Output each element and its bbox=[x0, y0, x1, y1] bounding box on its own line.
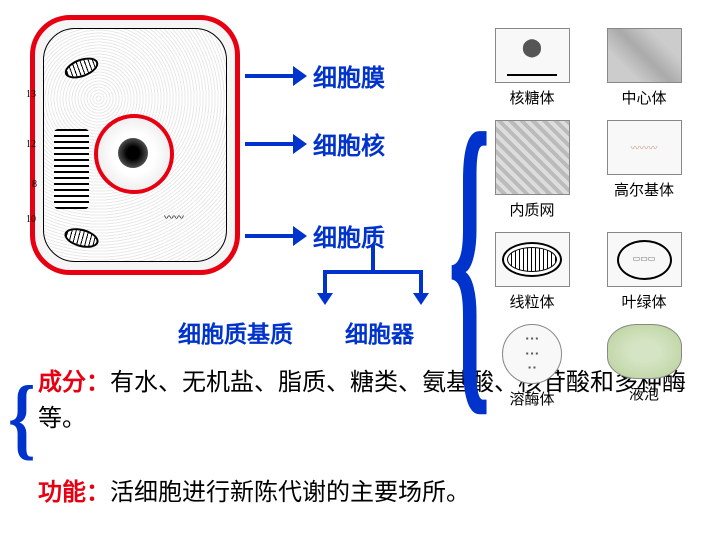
label-membrane: 细胞膜 bbox=[313, 58, 385, 93]
function-body: 活细胞进行新陈代谢的主要场所。 bbox=[110, 480, 470, 506]
organelle-er: 内质网 bbox=[478, 120, 586, 220]
diagram-number: 8 bbox=[32, 179, 37, 190]
cell-membrane-outline: 13 12 8 10 bbox=[30, 15, 240, 275]
brace-left-icon: { bbox=[8, 368, 36, 472]
ribosome-icon bbox=[495, 28, 570, 83]
organelle-lysosome: 溶酶体 bbox=[478, 324, 586, 409]
mitochondria-label: 线粒体 bbox=[478, 291, 586, 312]
lysosome-label: 溶酶体 bbox=[478, 388, 586, 409]
vacuole-icon bbox=[607, 324, 682, 379]
golgi-label: 高尔基体 bbox=[590, 179, 698, 200]
label-matrix: 细胞质基质 bbox=[178, 315, 293, 349]
arrow-line bbox=[245, 74, 295, 78]
connector-line bbox=[419, 270, 423, 295]
golgi-shape bbox=[164, 209, 204, 239]
golgi-icon bbox=[607, 120, 682, 175]
centriole-label: 中心体 bbox=[590, 87, 698, 108]
diagram-number: 10 bbox=[26, 214, 36, 225]
arrow-nucleus: 细胞核 bbox=[245, 126, 385, 161]
er-label: 内质网 bbox=[478, 199, 586, 220]
arrow-line bbox=[245, 142, 295, 146]
connector-line bbox=[323, 270, 423, 274]
arrow-head-icon bbox=[413, 293, 429, 305]
function-title: 功能： bbox=[38, 480, 110, 506]
er-shape bbox=[54, 129, 89, 209]
label-organelles: 细胞器 bbox=[345, 315, 414, 349]
lysosome-icon bbox=[502, 324, 562, 384]
function-text: 功能：活细胞进行新陈代谢的主要场所。 bbox=[38, 472, 470, 507]
vacuole-label: 液泡 bbox=[590, 383, 698, 404]
arrow-head-icon bbox=[317, 293, 333, 305]
diagram-number: 13 bbox=[26, 89, 36, 100]
arrow-membrane: 细胞膜 bbox=[245, 58, 385, 93]
connector-line bbox=[323, 270, 327, 295]
organelle-chloroplast: 叶绿体 bbox=[590, 232, 698, 312]
organelle-grid: 核糖体 中心体 内质网 高尔基体 线粒体 叶绿体 溶酶体 液泡 bbox=[478, 28, 708, 421]
arrow-line bbox=[245, 234, 295, 238]
connector-line bbox=[371, 245, 375, 270]
organelle-golgi: 高尔基体 bbox=[590, 120, 698, 200]
organelle-vacuole: 液泡 bbox=[590, 324, 698, 404]
cell-nucleus bbox=[94, 114, 174, 194]
chloroplast-label: 叶绿体 bbox=[590, 291, 698, 312]
mitochondria-shape bbox=[62, 54, 101, 83]
organelle-centriole: 中心体 bbox=[590, 28, 698, 108]
label-nucleus: 细胞核 bbox=[313, 126, 385, 161]
cell-diagram: 13 12 8 10 bbox=[30, 15, 240, 275]
split-connector bbox=[323, 245, 423, 320]
chloroplast-icon bbox=[607, 232, 682, 287]
diagram-number: 12 bbox=[26, 139, 36, 150]
organelle-ribosome: 核糖体 bbox=[478, 28, 586, 108]
er-icon bbox=[495, 120, 570, 195]
cell-interior: 13 12 8 10 bbox=[43, 28, 227, 262]
mitochondria-icon bbox=[495, 232, 570, 287]
organelle-mitochondria: 线粒体 bbox=[478, 232, 586, 312]
mitochondria-shape bbox=[62, 225, 100, 251]
ribosome-label: 核糖体 bbox=[478, 87, 586, 108]
centriole-icon bbox=[607, 28, 682, 83]
composition-title: 成分： bbox=[38, 370, 110, 396]
